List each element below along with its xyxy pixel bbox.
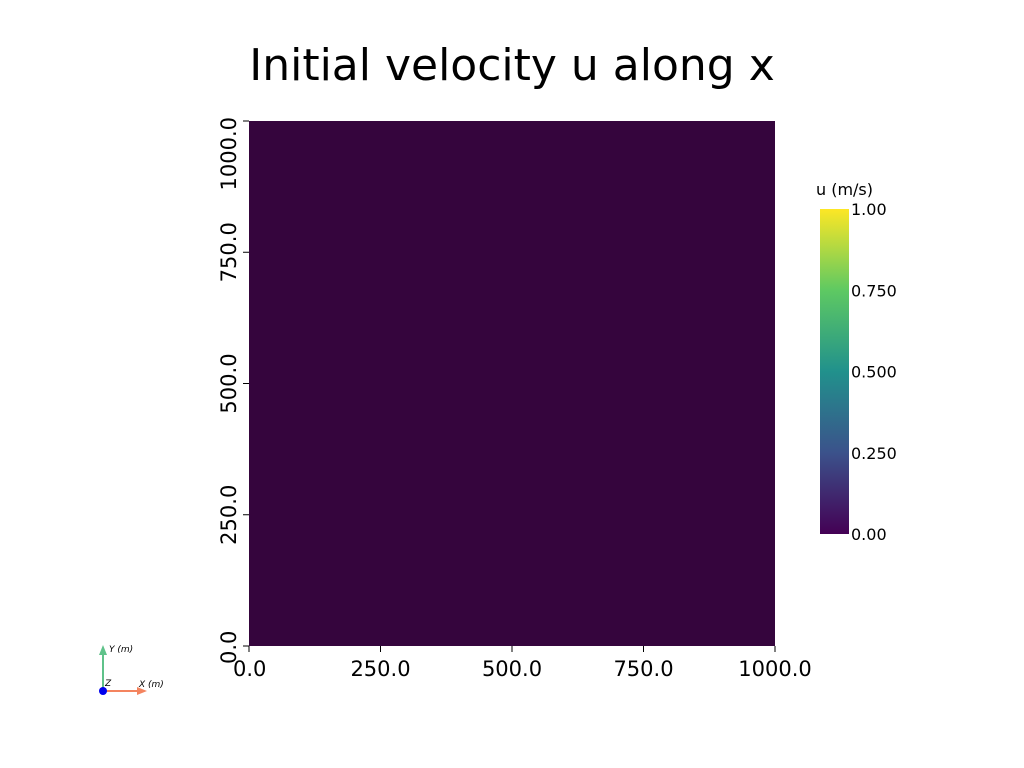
y-tick-label: 250.0 bbox=[217, 485, 241, 545]
chart-title: Initial velocity u along x bbox=[249, 40, 775, 91]
y-tick-label: 0.0 bbox=[217, 631, 241, 664]
colorbar-title: u (m/s) bbox=[816, 180, 873, 199]
orientation-axes-widget: Y (m) X (m) Z bbox=[99, 645, 164, 695]
velocity-field bbox=[249, 121, 775, 646]
x-tick-label: 500.0 bbox=[482, 657, 542, 681]
colorbar-tick-label: 0.750 bbox=[851, 281, 897, 300]
orientation-z-label: Z bbox=[104, 679, 112, 689]
colorbar-tick-label: 0.250 bbox=[851, 444, 897, 463]
colorbar-tick-label: 0.500 bbox=[851, 363, 897, 382]
x-tick-label: 0.0 bbox=[233, 657, 266, 681]
orientation-y-label: Y (m) bbox=[109, 645, 133, 655]
x-arrowhead-icon bbox=[137, 687, 147, 695]
y-tick-label: 500.0 bbox=[217, 353, 241, 413]
y-tick-label: 1000.0 bbox=[217, 117, 241, 190]
x-tick-label: 1000.0 bbox=[738, 657, 811, 681]
x-tick-label: 750.0 bbox=[613, 657, 673, 681]
colorbar-ticks: 0.00 0.250 0.500 0.750 1.00 bbox=[851, 200, 897, 544]
y-tick-label: 750.0 bbox=[217, 222, 241, 282]
x-axis: 0.0 250.0 500.0 750.0 1000.0 bbox=[233, 646, 812, 681]
x-tick-label: 250.0 bbox=[350, 657, 410, 681]
z-axis-dot-icon bbox=[99, 687, 107, 695]
colorbar-tick-label: 0.00 bbox=[851, 525, 887, 544]
orientation-x-label: X (m) bbox=[138, 680, 164, 690]
colorbar-tick-label: 1.00 bbox=[851, 200, 887, 219]
y-arrowhead-icon bbox=[99, 645, 107, 655]
y-axis: 0.0 250.0 500.0 750.0 1000.0 bbox=[217, 117, 249, 664]
colorbar bbox=[820, 209, 849, 534]
